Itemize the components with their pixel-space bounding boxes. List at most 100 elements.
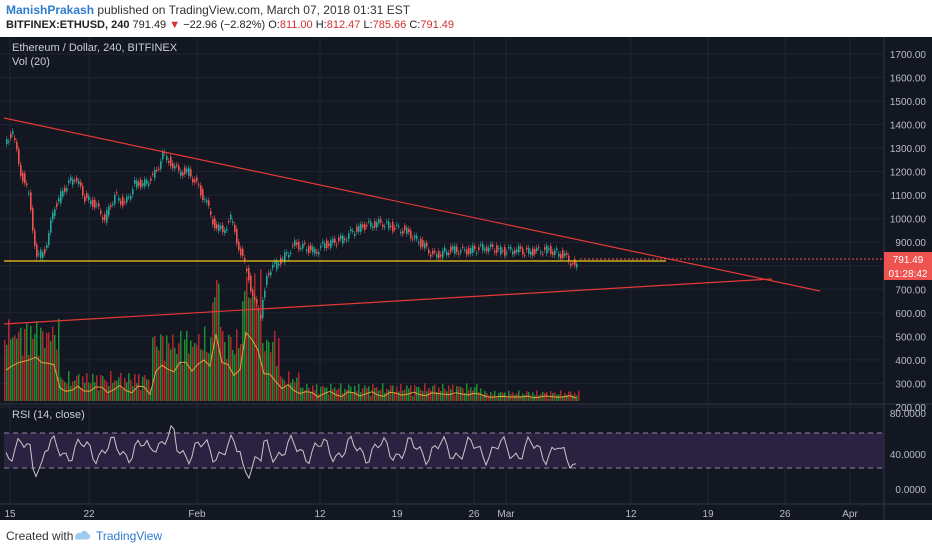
volume-bar xyxy=(246,276,248,401)
candle-body xyxy=(186,168,188,172)
volume-bar xyxy=(248,297,250,401)
candle-body xyxy=(42,252,44,258)
volume-bar xyxy=(200,349,202,401)
volume-bar xyxy=(468,389,470,401)
candle-body xyxy=(234,224,236,232)
volume-bar xyxy=(454,395,456,401)
time-tick-label: 15 xyxy=(4,509,16,520)
volume-bar xyxy=(430,390,432,401)
candle-body xyxy=(294,240,296,246)
change-value: −22.96 (−2.82%) xyxy=(183,19,266,31)
volume-bar xyxy=(566,394,568,401)
candle-body xyxy=(120,200,122,205)
volume-bar xyxy=(384,392,386,401)
candle-body xyxy=(298,241,300,250)
volume-bar xyxy=(20,327,22,401)
candle-body xyxy=(372,226,374,228)
volume-bar xyxy=(168,343,170,401)
volume-bar xyxy=(96,375,98,401)
volume-bar xyxy=(30,325,32,401)
volume-bar xyxy=(450,389,452,401)
tradingview-brand-link[interactable]: TradingView xyxy=(96,529,163,543)
candle-body xyxy=(242,248,244,256)
volume-bar xyxy=(562,395,564,401)
volume-bar xyxy=(338,388,340,401)
volume-bar xyxy=(226,358,228,401)
volume-bar xyxy=(128,373,130,401)
volume-bar xyxy=(186,330,188,401)
candle-body xyxy=(238,241,240,250)
candle-body xyxy=(376,222,378,228)
rsi-tick-label: 40.0000 xyxy=(890,450,927,461)
volume-bar xyxy=(158,350,160,401)
tradingview-logo-icon[interactable] xyxy=(72,527,92,543)
candle-body xyxy=(26,183,28,186)
volume-bar xyxy=(130,379,132,401)
candle-body xyxy=(256,299,258,304)
candle-body xyxy=(216,224,218,229)
candle-body xyxy=(202,189,204,200)
candle-body xyxy=(156,169,158,171)
candle-body xyxy=(316,251,318,254)
candle-body xyxy=(460,250,462,253)
chart-svg[interactable]: Ethereum / Dollar, 240, BITFINEX Vol (20… xyxy=(0,37,932,520)
volume-bar xyxy=(6,344,8,401)
candle-body xyxy=(168,160,170,163)
volume-bar xyxy=(138,374,140,401)
candle-body xyxy=(148,183,150,186)
chart-title: Ethereum / Dollar, 240, BITFINEX xyxy=(12,42,178,54)
candle-body xyxy=(564,253,566,256)
volume-bar xyxy=(424,383,426,401)
candle-body xyxy=(46,245,48,248)
time-tag-bg xyxy=(884,266,932,280)
candle-body xyxy=(302,243,304,249)
candle-body xyxy=(360,223,362,232)
volume-bar xyxy=(160,334,162,401)
volume-bar xyxy=(122,388,124,401)
volume-bar xyxy=(108,385,110,401)
volume-bar xyxy=(272,341,274,401)
candle-body xyxy=(334,238,336,243)
close-label: C: xyxy=(409,19,421,31)
price-axis[interactable]: 1700.00 1600.00 1500.00 1400.00 1300.00 1200.… xyxy=(890,50,927,414)
candle-body xyxy=(444,247,446,252)
candle-body xyxy=(10,133,12,139)
candle-body xyxy=(416,235,418,239)
volume-bar xyxy=(192,346,194,401)
ascending-trendline[interactable] xyxy=(3,278,773,325)
volume-bar xyxy=(250,298,252,401)
chart-area[interactable]: Ethereum / Dollar, 240, BITFINEX Vol (20… xyxy=(0,37,932,520)
candle-body xyxy=(456,246,458,253)
volume-bar xyxy=(8,319,10,401)
volume-bar xyxy=(36,321,38,401)
volume-bar xyxy=(530,395,532,401)
rsi-axis[interactable]: 80.0000 40.0000 0.0000 xyxy=(890,409,927,496)
candle-body xyxy=(82,186,84,196)
candle-body xyxy=(496,245,498,253)
author-link[interactable]: ManishPrakash xyxy=(6,3,95,17)
volume-bar xyxy=(90,383,92,401)
volume-bar xyxy=(12,337,14,401)
candle-body xyxy=(490,244,492,247)
volume-bar xyxy=(174,347,176,401)
candle-body xyxy=(266,275,268,286)
candle-body xyxy=(8,141,10,143)
candle-body xyxy=(86,193,88,198)
candle-body xyxy=(200,185,202,196)
volume-bar xyxy=(98,390,100,401)
volume-bar xyxy=(472,390,474,401)
ohlc-line: BITFINEX:ETHUSD, 240 791.49 ▼ −22.96 (−2… xyxy=(6,19,454,31)
volume-bar xyxy=(190,340,192,401)
candle-body xyxy=(90,200,92,205)
descending-trendline[interactable] xyxy=(3,117,821,292)
time-axis[interactable]: 15 22 Feb 12 19 26 Mar 12 19 26 Apr xyxy=(4,509,858,520)
volume-label: Vol (20) xyxy=(12,56,50,68)
candle-body xyxy=(470,248,472,254)
volume-bar xyxy=(518,390,520,401)
candle-body xyxy=(270,271,272,276)
open-value: 811.00 xyxy=(279,19,313,31)
volume-bar xyxy=(78,374,80,401)
candle-body xyxy=(576,263,578,268)
candle-body xyxy=(154,169,156,179)
candle-body xyxy=(188,167,190,176)
